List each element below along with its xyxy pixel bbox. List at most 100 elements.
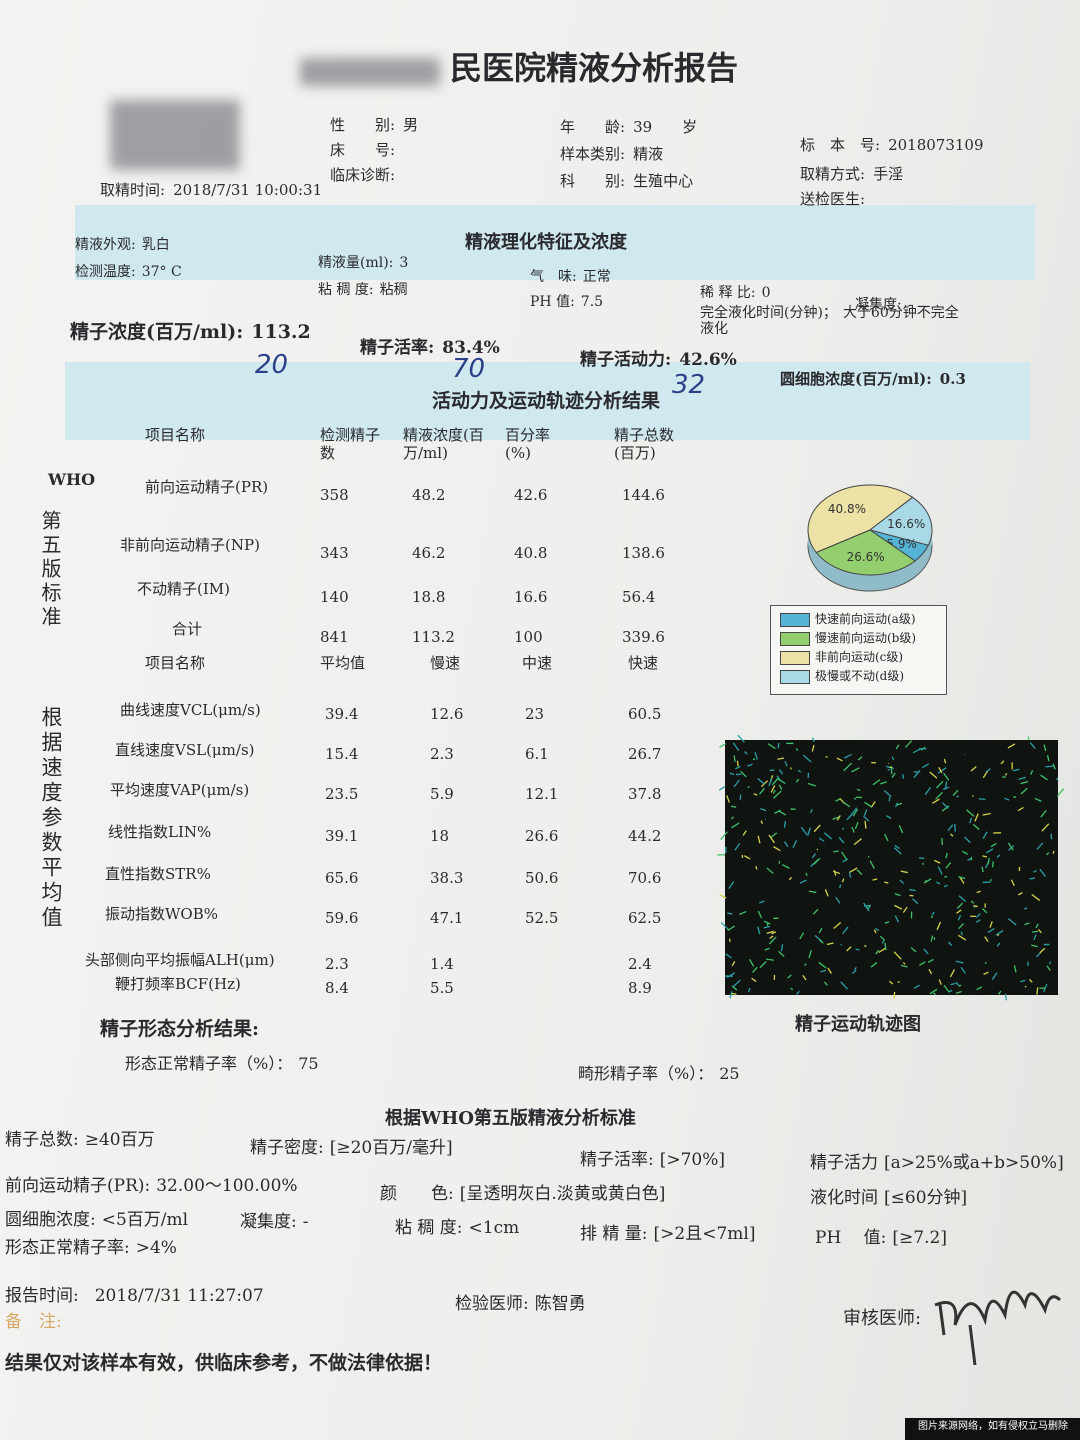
trajectory-track <box>851 767 860 773</box>
trajectory-track <box>744 751 748 755</box>
patient-field-value: 手淫 <box>873 165 904 183</box>
table-cell: 5.9 <box>430 785 454 803</box>
trajectory-track <box>833 870 841 875</box>
trajectory-track <box>1013 965 1017 973</box>
trajectory-track <box>1031 894 1041 901</box>
property-field-value: 3 <box>399 255 409 271</box>
legend-swatch <box>780 613 810 627</box>
trajectory-track <box>725 953 732 959</box>
trajectory-track <box>782 864 790 869</box>
trajectory-track <box>884 881 889 884</box>
trajectory-track <box>891 756 895 761</box>
trajectory-track <box>929 988 938 995</box>
table-cell: 12.1 <box>525 785 559 803</box>
trajectory-track <box>955 990 962 994</box>
trajectory-track <box>958 984 962 987</box>
trajectory-track <box>792 840 798 848</box>
table-cell: 841 <box>320 628 349 646</box>
trajectory-track <box>823 832 833 840</box>
trajectory-track <box>769 935 774 939</box>
table-cell: 6.1 <box>525 745 549 763</box>
trajectory-track <box>900 870 908 874</box>
trajectory-track <box>931 911 935 916</box>
trajectory-track <box>956 902 964 909</box>
trajectory-track <box>975 919 981 923</box>
trajectory-track <box>870 801 876 808</box>
trajectory-track <box>987 857 990 865</box>
standard-field-label: 液化时间 [≤60分钟] <box>810 1188 968 1208</box>
trajectory-track <box>818 837 825 842</box>
table-cell: 100 <box>514 628 543 646</box>
table-header: 快速 <box>628 654 659 672</box>
trajectory-track <box>1039 947 1046 954</box>
trajectory-track <box>936 780 944 789</box>
trajectory-track <box>795 778 800 783</box>
table-cell: 42.6 <box>514 486 548 504</box>
pie-label: 16.6% <box>887 517 925 531</box>
trajectory-track <box>945 861 952 869</box>
trajectory-track <box>863 809 868 817</box>
trajectory-track <box>864 820 867 829</box>
table-cell: 60.5 <box>628 705 662 723</box>
table-cell: 8.9 <box>628 979 652 997</box>
table-cell: 5.5 <box>430 979 454 997</box>
trajectory-track <box>855 948 860 951</box>
trajectory-track <box>832 816 840 820</box>
property-field-label: 检测温度: 37° C <box>75 264 182 280</box>
trajectory-track <box>923 878 932 884</box>
trajectory-track <box>1007 743 1016 749</box>
section-title: 精子形态分析结果: <box>100 1018 260 1040</box>
trajectory-track <box>985 848 994 854</box>
trajectory-track <box>955 960 964 964</box>
table-header: 项目名称 <box>145 654 206 672</box>
trajectory-track <box>733 779 740 788</box>
trajectory-track <box>893 951 902 960</box>
trajectory-track <box>796 990 800 995</box>
trajectory-track <box>1033 869 1037 873</box>
trajectory-track <box>753 793 758 796</box>
patient-field-value: 男 <box>403 116 419 134</box>
morphology-field-label: 形态正常精子率（%）： 75 <box>125 1054 319 1073</box>
trajectory-track <box>1046 852 1050 856</box>
section-band <box>75 205 1035 280</box>
trajectory-track <box>777 778 786 785</box>
legend-swatch <box>780 670 810 684</box>
trajectory-track <box>1033 934 1037 941</box>
trajectory-track <box>757 910 763 919</box>
trajectory-track <box>929 771 938 779</box>
trajectory-track <box>963 836 971 844</box>
footer-field-label: 备 注: <box>5 1312 62 1332</box>
trajectory-track <box>842 858 849 863</box>
trajectory-track <box>853 838 862 846</box>
legend-entry: 非前向运动(c级) <box>815 650 904 664</box>
standard-field-value: [≥7.2] <box>892 1228 947 1248</box>
trajectory-track <box>875 949 880 955</box>
trajectory-track <box>933 937 936 940</box>
standard-field-label: 圆细胞浓度: <5百万/ml <box>5 1210 189 1230</box>
standard-field-value: <1cm <box>468 1218 520 1238</box>
trajectory-track <box>840 943 843 946</box>
standard-field-value: >4% <box>135 1238 177 1258</box>
trajectory-track <box>857 756 863 761</box>
summary-field-value: 42.6% <box>679 350 737 370</box>
trajectory-track <box>904 740 913 748</box>
standard-field-label: 粘 稠 度: <1cm <box>395 1218 520 1238</box>
patient-field-label: 取精时间: 2018/7/31 10:00:31 <box>100 181 323 199</box>
trajectory-track <box>894 904 903 910</box>
trajectory-track <box>807 827 812 836</box>
table-cell: 2.4 <box>628 955 652 973</box>
signature-stroke <box>934 1290 1062 1366</box>
trajectory-track <box>795 748 799 751</box>
trajectory-track <box>912 898 919 905</box>
table-header: 中速 <box>522 654 553 672</box>
table-cell: 65.6 <box>325 869 359 887</box>
trajectory-track <box>1040 774 1048 781</box>
trajectory-track <box>1036 842 1044 850</box>
property-field-label: 液化 <box>700 321 728 337</box>
trajectory-track <box>863 902 870 912</box>
patient-field-label: 临床诊断: <box>330 166 396 184</box>
trajectory-track <box>759 900 765 904</box>
patient-field-label: 性 别: 男 <box>330 116 419 134</box>
trajectory-track <box>842 926 849 935</box>
trajectory-track <box>742 830 747 836</box>
